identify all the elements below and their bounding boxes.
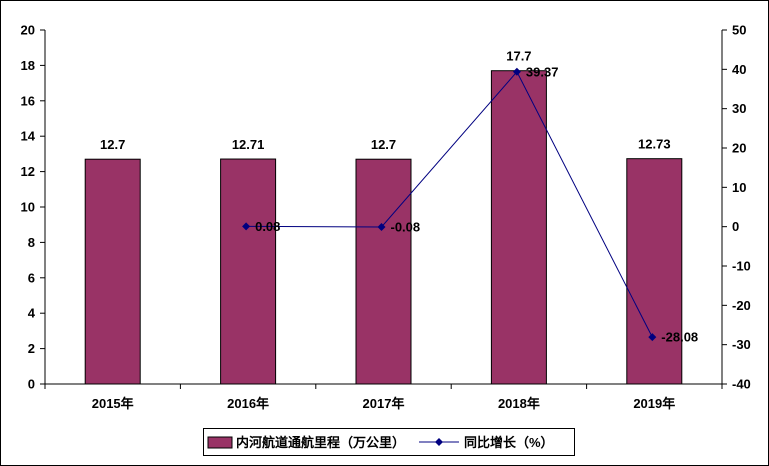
line-value-label: 0.08 <box>255 219 280 234</box>
y-right-tick-label: -20 <box>732 298 751 313</box>
bar <box>84 158 141 385</box>
legend-bar-swatch <box>207 436 233 449</box>
y-left-tick-label: 4 <box>28 306 36 321</box>
line-point-marker <box>242 222 251 231</box>
y-left-tick-label: 8 <box>28 235 35 250</box>
y-left-tick-label: 0 <box>28 377 35 392</box>
growth-line <box>246 70 653 338</box>
line-series <box>242 67 657 342</box>
y-right-tick-label: 10 <box>732 180 746 195</box>
y-left-tick-label: 20 <box>21 23 35 38</box>
y-left-tick-label: 10 <box>21 200 35 215</box>
legend-line-label: 同比增长（%） <box>464 435 554 450</box>
y-left-tick-label: 12 <box>21 164 35 179</box>
bar <box>626 158 683 385</box>
data-labels: 12.7 12.71 12.7 17.7 12.73 0.08 -0.08 39.37 -28.… <box>100 49 698 345</box>
bar-value-label: 12.73 <box>638 137 671 152</box>
y-right-tick-label: 0 <box>732 219 739 234</box>
x-tick-label: 2019年 <box>633 396 675 411</box>
line-point-marker <box>512 67 521 76</box>
x-tick-label: 2016年 <box>227 396 269 411</box>
y-left-tick-label: 6 <box>28 270 35 285</box>
y-right-tick-label: -40 <box>732 377 751 392</box>
line-value-label: -28.08 <box>661 330 698 345</box>
y-right-tick-label: 20 <box>732 141 746 156</box>
bar <box>355 158 412 385</box>
y-right-tick-label: 30 <box>732 101 746 116</box>
line-point-marker <box>377 222 386 231</box>
x-tick-label: 2018年 <box>498 396 540 411</box>
bar-value-label: 12.7 <box>100 137 125 152</box>
legend-line-marker <box>435 438 443 446</box>
line-value-label: -0.08 <box>391 219 421 234</box>
y-left-tick-label: 2 <box>28 341 35 356</box>
x-tick-label: 2015年 <box>92 396 134 411</box>
bar-series <box>84 70 683 385</box>
line-point-marker <box>648 333 657 342</box>
y-right-tick-label: -10 <box>732 259 751 274</box>
y-right-tick-label: 40 <box>732 62 746 77</box>
y-left-tick-label: 18 <box>21 58 35 73</box>
bar-value-label: 12.71 <box>232 137 265 152</box>
legend-bar-label: 内河航道通航里程（万公里） <box>236 435 405 450</box>
y-right-tick-label: -30 <box>732 337 751 352</box>
bar-value-label: 12.7 <box>371 137 396 152</box>
bar <box>490 70 547 385</box>
y-left-tick-label: 16 <box>21 93 35 108</box>
y-right-tick-label: 50 <box>732 23 746 38</box>
x-tick-label: 2017年 <box>363 396 405 411</box>
bar-value-label: 17.7 <box>506 49 531 64</box>
legend: 内河航道通航里程（万公里） 同比增长（%） <box>203 428 575 456</box>
y-left-tick-label: 14 <box>21 129 36 144</box>
line-value-label: 39.37 <box>526 64 559 79</box>
legend-box <box>203 428 575 456</box>
axes: 0 2 4 6 8 10 12 14 16 18 20 -40 -30 -20 -10 0 10 20 30 40 50… <box>21 23 751 412</box>
bar <box>220 158 277 385</box>
